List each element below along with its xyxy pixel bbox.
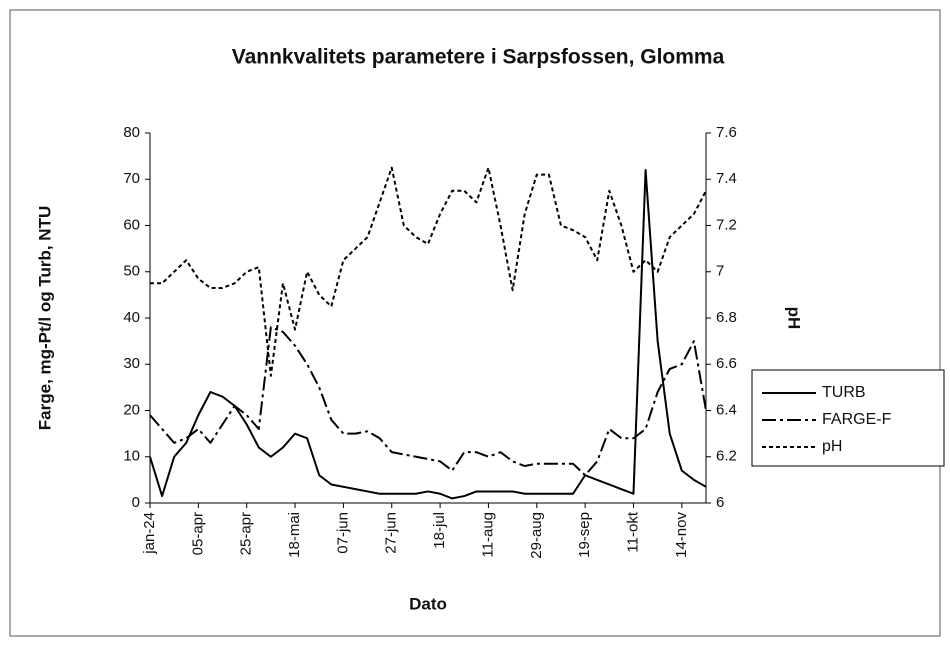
y-axis-label: Farge, mg-Pt/l og Turb, NTU <box>35 206 54 430</box>
y2-axis-label: pH <box>785 307 804 330</box>
x-tick-label: 29-aug <box>528 512 545 559</box>
x-axis-label: Dato <box>409 594 447 613</box>
chart-frame <box>9 9 941 637</box>
x-tick-label: 11-okt <box>624 511 641 552</box>
y2-tick-label: 7.6 <box>716 124 737 141</box>
chart-title: Vannkvalitets parametere i Sarpsfossen, … <box>232 46 725 69</box>
x-tick-label: 11-aug <box>479 512 496 558</box>
x-tick-label: 07-jun <box>334 512 351 554</box>
y2-tick-label: 7 <box>716 263 724 280</box>
x-tick-label: 18-mai <box>286 512 303 558</box>
series-line <box>150 166 707 377</box>
x-tick-label: jan-24 <box>141 512 158 555</box>
x-tick-label: 27-jun <box>383 512 400 554</box>
y-tick-label: 50 <box>123 263 140 280</box>
series-line <box>149 326 707 477</box>
y2-tick-label: 6.4 <box>716 401 737 418</box>
y2-tick-label: 7.4 <box>716 170 737 187</box>
x-tick-label: 18-jul <box>431 512 448 549</box>
legend-box <box>751 369 945 467</box>
y-tick-label: 40 <box>123 309 140 326</box>
y-tick-label: 80 <box>123 124 140 141</box>
legend-label: FARGE-F <box>822 411 892 428</box>
x-tick-label: 19-sep <box>576 512 593 558</box>
y-tick-label: 0 <box>132 494 140 511</box>
y-tick-label: 10 <box>123 448 140 465</box>
y-tick-label: 30 <box>123 355 140 372</box>
y2-tick-label: 6.2 <box>716 448 737 465</box>
y2-tick-label: 6.8 <box>716 309 737 326</box>
y2-tick-label: 6.6 <box>716 355 737 372</box>
legend-label: TURB <box>822 384 866 401</box>
series-line <box>149 169 707 500</box>
y2-tick-label: 7.2 <box>716 216 737 233</box>
x-tick-label: 05-apr <box>189 512 206 555</box>
x-tick-label: 14-nov <box>673 512 690 558</box>
y-tick-label: 70 <box>123 170 140 187</box>
legend-label: pH <box>822 438 842 455</box>
y-tick-label: 20 <box>123 401 140 418</box>
y2-tick-label: 6 <box>716 494 724 511</box>
x-tick-label: 25-apr <box>238 512 255 555</box>
y-tick-label: 60 <box>123 216 140 233</box>
